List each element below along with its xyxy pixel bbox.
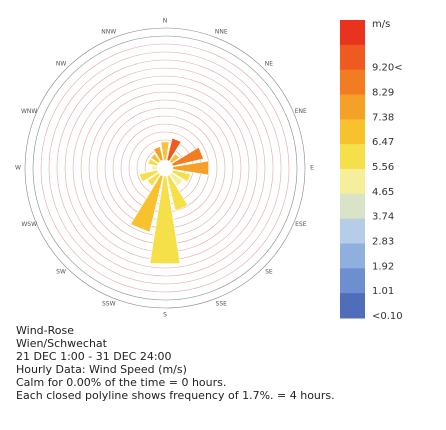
direction-label: N (163, 18, 168, 25)
ring (64, 67, 266, 269)
petal (149, 175, 181, 264)
petal (138, 169, 159, 183)
direction-label: ENE (295, 108, 307, 115)
petal (166, 137, 182, 162)
direction-label: SSW (102, 300, 116, 307)
legend-unit: m/s (372, 19, 390, 30)
petal (151, 165, 158, 171)
petal (169, 153, 180, 164)
legend-swatch (340, 218, 365, 244)
direction-label: NE (265, 61, 273, 68)
petal (160, 141, 170, 161)
legend-swatch (340, 169, 365, 195)
legend-label: 8.29 (372, 88, 394, 99)
direction-label: ESE (295, 221, 307, 228)
legend-swatch (340, 20, 365, 46)
caption-line: Wien/Schwechat (16, 337, 107, 350)
legend-label: 5.56 (372, 162, 394, 173)
legend-swatch (340, 119, 365, 145)
petal (150, 153, 161, 164)
petal (169, 172, 184, 187)
direction-label: WNW (21, 108, 37, 115)
caption-line: Wind-Rose (16, 324, 74, 337)
direction-label: WSW (21, 221, 37, 228)
direction-label: SE (265, 268, 273, 275)
legend-swatch (340, 243, 365, 269)
petal (153, 146, 164, 162)
legend-swatch (340, 94, 365, 120)
direction-label: SW (56, 268, 66, 275)
petal (171, 169, 192, 183)
caption-line: Hourly Data: Wind Speed (m/s) (16, 363, 187, 376)
caption-line: Calm for 0.00% of the time = 0 hours. (16, 376, 227, 389)
caption-line: 21 DEC 1:00 - 31 DEC 24:00 (16, 350, 172, 363)
petal (146, 172, 161, 187)
legend-swatch (340, 69, 365, 95)
chart: N NNE NE ENE E ESE SE SSE S SSW SW WSW W WNW NW NNW m/s 9… (15, 18, 403, 321)
ring (48, 51, 282, 285)
legend-label: 4.65 (372, 187, 394, 198)
rings (24, 27, 306, 309)
direction-label: SSE (216, 300, 228, 307)
legend-label: 1.92 (372, 261, 394, 272)
legend-label: 3.74 (372, 212, 394, 223)
petal (130, 174, 164, 233)
direction-label: W (15, 165, 21, 172)
legend-swatch (340, 44, 365, 71)
ring (56, 59, 274, 277)
legend-swatch (340, 193, 365, 220)
petal (147, 158, 159, 167)
legend-label: 1.01 (372, 286, 394, 297)
legend-swatch (340, 268, 365, 294)
direction-label: E (310, 165, 314, 172)
legend-label: <0.10 (372, 311, 403, 320)
legend-label: 2.83 (372, 237, 394, 248)
legend-label: 6.47 (372, 137, 394, 148)
direction-label: NNW (101, 29, 116, 36)
caption-line: Each closed polyline shows frequency of … (16, 389, 335, 402)
legend-swatch (340, 293, 365, 319)
ring (32, 35, 298, 301)
direction-label: NW (56, 61, 66, 68)
legend-label: 7.38 (372, 112, 394, 123)
ring (40, 43, 290, 293)
petal (166, 174, 189, 212)
ring (24, 27, 306, 309)
direction-label: S (163, 312, 167, 319)
petal (172, 160, 209, 176)
petal (171, 146, 204, 167)
legend-swatch (340, 144, 365, 170)
legend-label: 9.20< (372, 63, 403, 74)
direction-label: NNE (215, 29, 228, 36)
